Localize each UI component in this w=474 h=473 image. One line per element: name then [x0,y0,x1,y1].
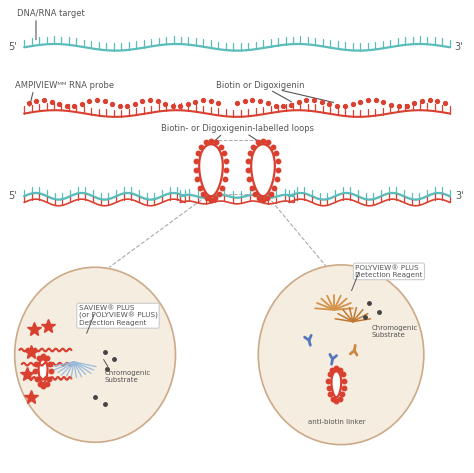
Text: AMPIVIEWᴹᴹ RNA probe: AMPIVIEWᴹᴹ RNA probe [15,81,114,90]
Polygon shape [331,371,341,397]
Text: 3': 3' [456,191,464,201]
Text: 5': 5' [9,191,17,201]
Text: SAVIEW® PLUS
(or POLYVIEW® PLUS)
Detection Reagent: SAVIEW® PLUS (or POLYVIEW® PLUS) Detecti… [79,305,157,326]
Text: 5': 5' [9,42,17,53]
Text: POLYVIEW® PLUS
Detection Reagent: POLYVIEW® PLUS Detection Reagent [355,265,423,278]
Ellipse shape [15,267,175,442]
Polygon shape [251,144,275,196]
Ellipse shape [258,265,424,445]
Polygon shape [38,359,47,383]
Text: 3': 3' [455,42,463,53]
Text: Biotin- or Digoxigenin-labelled loops: Biotin- or Digoxigenin-labelled loops [161,124,313,133]
Text: DNA/RNA target: DNA/RNA target [17,9,85,18]
Text: anti-biotin linker: anti-biotin linker [308,419,365,425]
Text: Biotin or Digoxigenin: Biotin or Digoxigenin [217,81,305,90]
Text: Chromogenic
Substrate: Chromogenic Substrate [105,369,151,383]
Text: Chromogenic
Substrate: Chromogenic Substrate [372,324,418,338]
Polygon shape [199,144,223,196]
